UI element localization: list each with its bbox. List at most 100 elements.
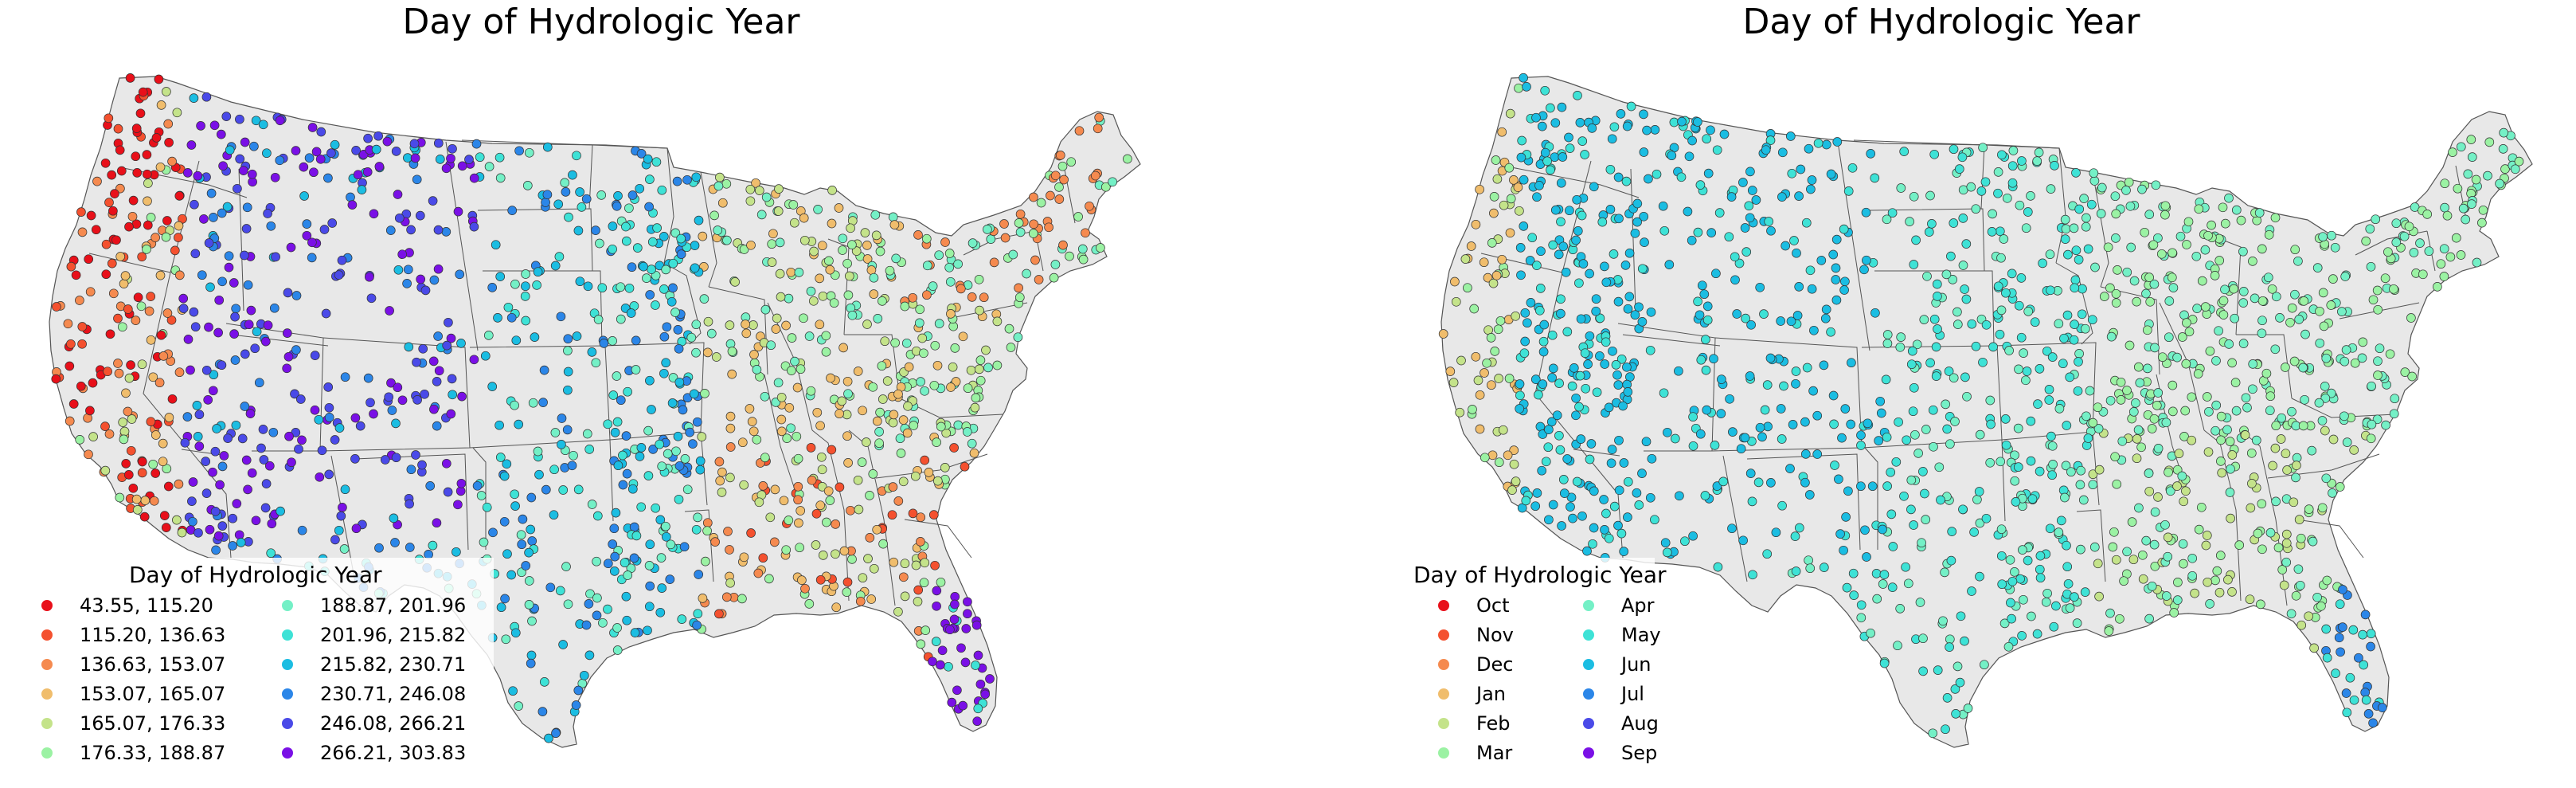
gauge-marker xyxy=(2320,426,2329,435)
gauge-marker xyxy=(585,651,594,660)
gauge-marker xyxy=(1624,304,1632,313)
gauge-marker xyxy=(2247,449,2256,457)
gauge-marker xyxy=(1108,178,1117,186)
gauge-marker xyxy=(233,184,241,193)
gauge-marker xyxy=(107,259,116,268)
gauge-marker xyxy=(928,282,937,291)
gauge-marker xyxy=(2008,178,2017,187)
gauge-marker xyxy=(938,646,947,655)
legend-item: Sep xyxy=(1583,739,1657,767)
gauge-marker xyxy=(2336,600,2344,609)
gauge-marker xyxy=(1051,171,1060,180)
gauge-marker xyxy=(217,130,225,139)
gauge-marker xyxy=(1959,261,1968,270)
gauge-marker xyxy=(2015,365,2023,374)
gauge-marker xyxy=(764,574,773,583)
gauge-marker xyxy=(1719,477,1728,486)
gauge-marker xyxy=(1602,278,1611,287)
gauge-marker xyxy=(337,512,346,520)
gauge-marker xyxy=(1499,425,1507,434)
legend-item: Oct xyxy=(1438,591,1510,620)
gauge-marker xyxy=(1665,261,1674,269)
gauge-marker xyxy=(722,593,731,602)
gauge-marker xyxy=(2132,454,2141,463)
gauge-marker xyxy=(225,252,233,261)
gauge-marker xyxy=(2117,378,2125,386)
gauge-marker xyxy=(1867,149,1875,158)
gauge-marker xyxy=(2373,286,2382,295)
gauge-marker xyxy=(1467,242,1476,251)
gauge-marker xyxy=(1926,359,1935,367)
gauge-marker xyxy=(2457,143,2465,151)
gauge-marker xyxy=(768,240,776,249)
gauge-marker xyxy=(1623,513,1632,522)
gauge-marker xyxy=(2046,250,2054,259)
gauge-marker xyxy=(873,417,881,425)
gauge-marker xyxy=(315,415,323,424)
gauge-marker xyxy=(131,316,140,325)
gauge-marker xyxy=(1544,443,1553,452)
gauge-marker xyxy=(619,480,627,489)
gauge-marker xyxy=(653,224,662,233)
gauge-marker xyxy=(637,443,646,452)
gauge-marker xyxy=(78,323,87,331)
gauge-marker xyxy=(1627,102,1636,111)
legend-label: Feb xyxy=(1476,712,1511,735)
gauge-marker xyxy=(2374,357,2383,366)
gauge-marker xyxy=(1883,482,1892,491)
gauge-marker xyxy=(867,266,876,275)
gauge-marker xyxy=(1896,343,1905,351)
gauge-marker xyxy=(2017,333,2026,342)
gauge-marker xyxy=(78,228,87,237)
gauge-marker xyxy=(696,457,705,465)
gauge-marker xyxy=(1906,218,1914,226)
gauge-marker xyxy=(755,498,764,507)
gauge-marker xyxy=(948,363,957,371)
gauge-marker xyxy=(924,468,933,476)
gauge-marker xyxy=(204,395,213,404)
gauge-marker xyxy=(2369,296,2378,304)
gauge-marker xyxy=(1988,210,1997,218)
gauge-marker xyxy=(1608,135,1616,143)
gauge-marker xyxy=(1958,153,1967,162)
gauge-marker xyxy=(1831,461,1839,470)
legend-label: May xyxy=(1621,624,1661,646)
gauge-marker xyxy=(2328,275,2337,284)
gauge-marker xyxy=(790,218,799,227)
legend-item: Jul xyxy=(1583,680,1644,708)
gauge-marker xyxy=(1968,320,1976,328)
gauge-marker xyxy=(737,594,746,603)
gauge-marker xyxy=(713,226,722,235)
gauge-marker xyxy=(1935,463,1944,472)
gauge-marker xyxy=(799,214,808,222)
gauge-marker xyxy=(1067,158,1076,167)
gauge-marker xyxy=(631,366,640,374)
gauge-marker xyxy=(899,477,908,486)
gauge-marker xyxy=(242,456,251,465)
gauge-marker xyxy=(972,621,981,629)
gauge-marker xyxy=(2204,407,2213,416)
gauge-marker xyxy=(1943,693,1952,702)
gauge-marker xyxy=(2226,465,2235,473)
gauge-marker xyxy=(276,507,285,516)
gauge-marker xyxy=(1920,489,1929,498)
gauge-marker xyxy=(2287,610,2296,618)
gauge-marker xyxy=(1877,409,1886,418)
gauge-marker xyxy=(976,680,985,688)
gauge-marker xyxy=(1123,155,1132,163)
gauge-marker xyxy=(838,234,847,243)
legend-swatch xyxy=(282,688,293,700)
gauge-marker xyxy=(2457,251,2465,260)
gauge-marker xyxy=(138,468,147,477)
gauge-marker xyxy=(970,449,979,457)
gauge-marker xyxy=(2277,435,2285,444)
gauge-marker xyxy=(1558,522,1566,531)
gauge-marker xyxy=(2226,514,2235,523)
gauge-marker xyxy=(2390,394,2399,403)
gauge-marker xyxy=(2034,400,2042,409)
gauge-marker xyxy=(714,182,723,190)
gauge-marker xyxy=(523,181,532,190)
gauge-marker xyxy=(1647,308,1655,316)
gauge-marker xyxy=(1953,662,1962,671)
gauge-marker xyxy=(1683,207,1692,216)
